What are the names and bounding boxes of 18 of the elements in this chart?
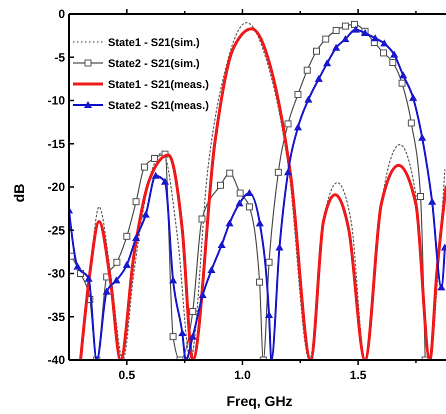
y-tick-label: -30 [48, 266, 66, 280]
y-tick-label: -10 [48, 94, 66, 108]
y-axis-title: dB [11, 184, 27, 202]
legend-label: State1 - S21(meas.) [108, 79, 210, 91]
x-tick-label: 1.5 [350, 368, 367, 382]
y-tick-label: -15 [48, 136, 66, 151]
y-tick-label: -20 [48, 180, 66, 194]
legend-label: State2 - S21(meas.) [108, 100, 210, 112]
y-tick-label: -25 [48, 223, 66, 238]
y-tick-label: 0 [58, 7, 66, 21]
x-tick-label: 1.0 [234, 368, 252, 382]
y-tick-label: -40 [48, 353, 66, 367]
x-tick-label: 0.5 [118, 368, 136, 382]
y-tick-label: -5 [54, 50, 66, 64]
y-tick-label: -35 [48, 310, 66, 324]
x-axis-title: Freq, GHz [226, 393, 293, 409]
legend-label: State1 - S21(sim.) [108, 37, 200, 49]
legend-label: State2 - S21(sim.) [108, 58, 200, 70]
